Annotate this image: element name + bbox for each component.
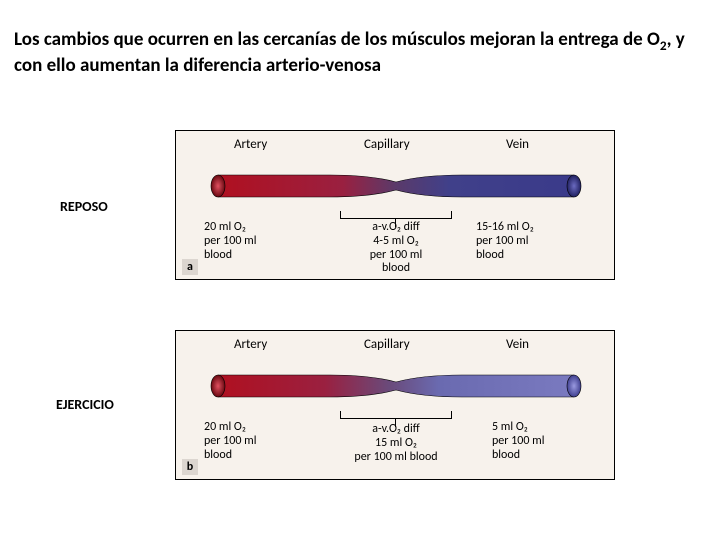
capillary-label: Capillary	[364, 137, 410, 152]
reposo-label: REPOSO	[60, 198, 108, 215]
bracket-b	[340, 411, 452, 419]
vein-label-b: Vein	[506, 337, 529, 352]
artery-label-b: Artery	[234, 337, 267, 352]
vessel-diagram-a	[200, 161, 592, 211]
bracket-a	[340, 211, 452, 219]
panel-letter-b: b	[182, 459, 198, 475]
ejercicio-label: EJERCICIO	[56, 396, 114, 413]
vein-value-a: 15-16 ml O₂per 100 mlblood	[476, 221, 596, 262]
artery-value-b: 20 ml O₂per 100 mlblood	[204, 421, 304, 462]
capillary-label-b: Capillary	[364, 337, 410, 352]
vein-value-b: 5 ml O₂per 100 mlblood	[492, 421, 592, 462]
artery-label: Artery	[234, 137, 267, 152]
slide-title: Los cambios que ocurren en las cercanías…	[14, 28, 706, 78]
diff-value-b: a-v.O₂ diff15 ml O₂per 100 ml blood	[336, 423, 456, 464]
vessel-diagram-b	[200, 361, 592, 411]
artery-value-a: 20 ml O₂per 100 mlblood	[204, 221, 304, 262]
panel-letter-a: a	[182, 259, 198, 275]
diff-value-a: a-v.O₂ diff4-5 ml O₂per 100 mlblood	[348, 221, 444, 276]
vein-label: Vein	[506, 137, 529, 152]
panel-reposo: Artery Capillary Vein 20 ml O₂p	[175, 130, 615, 280]
panel-ejercicio: Artery Capillary Vein 20 ml O₂p	[175, 330, 615, 480]
